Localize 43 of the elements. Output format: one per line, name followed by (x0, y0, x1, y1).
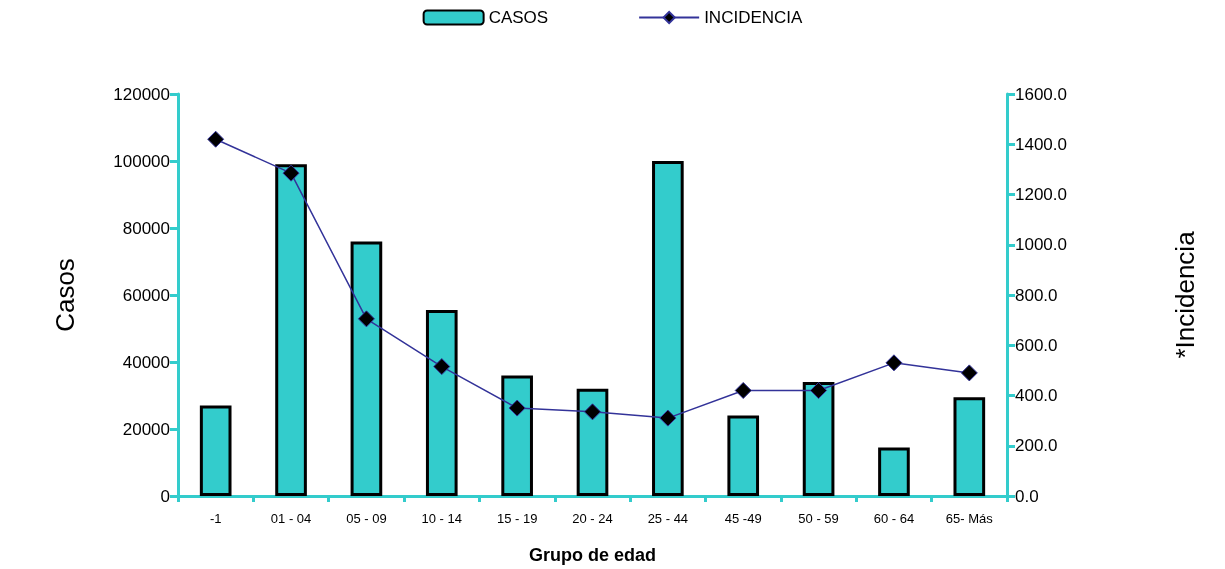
y2-tick-label: 1200.0 (1015, 185, 1067, 204)
x-tick-label: 15 - 19 (496, 511, 538, 526)
y2-axis-title: *Incidencia (1170, 230, 1200, 359)
y-tick-label: 120000 (113, 84, 170, 104)
x-tick-label: 45 -49 (724, 511, 762, 526)
y2-tick-label: 1400.0 (1015, 134, 1067, 154)
x-tick-label: 20 - 24 (572, 511, 613, 526)
legend-label: CASOS (488, 8, 549, 27)
point (734, 381, 752, 399)
x-tick-label: 60 - 64 (873, 511, 915, 526)
y2-tick-label: 1000.0 (1015, 235, 1067, 255)
point (433, 358, 451, 376)
x-tick-label: 25 - 44 (647, 511, 689, 526)
point (659, 409, 677, 427)
y-tick-label: 100000 (113, 151, 170, 171)
point (207, 130, 225, 148)
y-tick-label: 40000 (122, 352, 170, 372)
point (282, 164, 300, 182)
y-tick-label: 0 (160, 486, 170, 506)
y-axis-title: Casos (50, 258, 80, 332)
point (357, 310, 375, 328)
y2-tick-label: 1600.0 (1015, 84, 1067, 104)
x-axis-title: Grupo de edad (528, 545, 657, 565)
legend-label: INCIDENCIA (704, 8, 804, 27)
point (508, 399, 526, 417)
x-tick-label: 65- Más (945, 511, 994, 526)
point (810, 381, 828, 399)
point (885, 354, 903, 372)
y2-tick-label: 400.0 (1015, 386, 1058, 405)
x-tick-label: 50 - 59 (798, 511, 839, 526)
x-tick-label: 10 - 14 (421, 511, 463, 526)
point (960, 364, 978, 382)
y-tick-label: 60000 (122, 285, 170, 305)
y2-tick-label: 0.0 (1015, 486, 1039, 506)
y-tick-label: 20000 (122, 419, 170, 439)
x-tick-label: -1 (209, 511, 222, 526)
x-tick-label: 05 - 09 (346, 511, 387, 526)
y2-tick-label: 800.0 (1015, 285, 1058, 305)
x-tick-label: 01 - 04 (270, 511, 312, 526)
y-tick-label: 80000 (122, 218, 170, 238)
y2-tick-label: 600.0 (1015, 335, 1058, 355)
point (584, 403, 601, 421)
y2-tick-label: 200.0 (1015, 436, 1058, 456)
